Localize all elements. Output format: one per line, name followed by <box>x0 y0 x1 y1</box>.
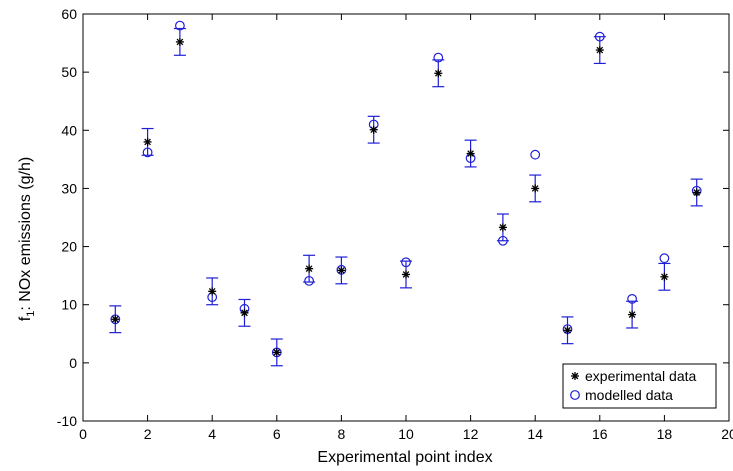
legend-label-modelled: modelled data <box>585 387 673 403</box>
y-axis-label: f1: NOx emissions (g/h) <box>17 157 37 321</box>
legend-label-experimental: experimental data <box>585 368 697 384</box>
legend-asterisk-icon <box>571 372 579 380</box>
modelled-point <box>304 275 315 286</box>
experimental-point <box>692 188 701 197</box>
x-tick-label: 0 <box>79 426 87 442</box>
experimental-point <box>531 184 540 193</box>
experimental-point <box>143 137 152 146</box>
legend: experimental data modelled data <box>562 363 717 409</box>
y-axis-label-main: f <box>17 316 34 321</box>
experimental-point <box>402 270 410 279</box>
experimental-point <box>175 37 184 46</box>
experimental-point <box>628 310 637 319</box>
x-tick-label: 8 <box>338 426 346 442</box>
modelled-point <box>433 52 444 63</box>
experimental-point <box>595 46 604 55</box>
x-tick-label: 6 <box>273 426 281 442</box>
experimental-point <box>434 69 443 78</box>
modelled-point <box>498 235 508 246</box>
x-axis-label: Experimental point index <box>317 449 492 466</box>
experimental-point <box>369 125 378 134</box>
y-tick-label: 0 <box>69 355 77 371</box>
x-tick-label: 12 <box>463 426 479 442</box>
modelled-point <box>401 257 411 268</box>
legend-marker-experimental <box>571 372 579 380</box>
experimental-point <box>111 315 120 324</box>
x-tick-label: 4 <box>208 426 216 442</box>
x-tick-label: 2 <box>144 426 152 442</box>
y-axis-label-subscript: 1 <box>25 311 37 317</box>
y-tick-label: 20 <box>61 239 77 255</box>
experimental-point <box>305 264 314 273</box>
error-bars <box>109 27 703 367</box>
data-markers <box>110 20 702 358</box>
modelled-point <box>174 20 185 31</box>
modelled-point <box>271 347 282 358</box>
y-tick-label: 30 <box>61 180 77 196</box>
legend-circle-icon <box>570 390 580 400</box>
experimental-point <box>563 326 572 335</box>
x-tick-label: 14 <box>527 426 543 442</box>
y-tick-label: 10 <box>61 297 77 313</box>
modelled-point <box>530 149 541 160</box>
experimental-point <box>337 266 346 275</box>
x-tick-label: 16 <box>592 426 608 442</box>
modelled-point <box>627 294 637 304</box>
y-axis-label-rest: : NOx emissions (g/h) <box>17 157 34 311</box>
experimental-point <box>466 149 475 158</box>
experimental-point <box>240 308 249 317</box>
plot-frame <box>82 13 730 422</box>
y-tick-label: -10 <box>57 413 77 429</box>
legend-marker-modelled <box>570 390 580 400</box>
y-tick-label: 40 <box>61 122 77 138</box>
experimental-point <box>272 348 281 357</box>
experimental-point <box>660 272 669 281</box>
y-tick-label: 60 <box>61 6 77 22</box>
modelled-point <box>659 253 670 264</box>
x-tick-label: 10 <box>398 426 414 442</box>
y-tick-label: 50 <box>61 64 77 80</box>
x-tick-label: 18 <box>657 426 673 442</box>
modelled-point <box>110 314 121 325</box>
modelled-point <box>594 31 605 42</box>
x-tick-label: 20 <box>721 426 733 442</box>
experimental-point <box>498 223 507 232</box>
experimental-point <box>208 287 217 296</box>
plot-area-border <box>82 13 730 422</box>
modelled-point <box>142 147 153 158</box>
legend-box <box>562 363 717 409</box>
